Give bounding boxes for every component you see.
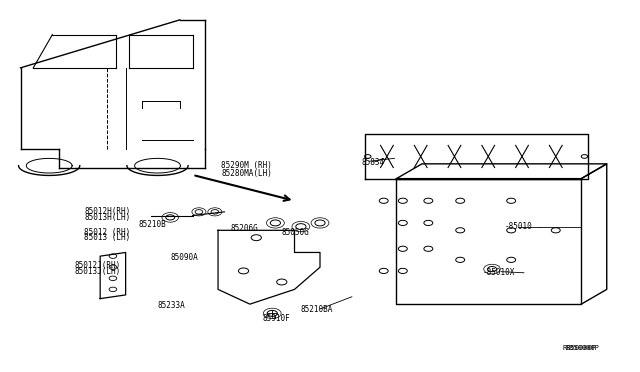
Text: 85834: 85834 [362, 157, 385, 167]
Text: 85206G: 85206G [231, 224, 259, 233]
Text: 85910F: 85910F [262, 314, 291, 323]
Text: 85012 (RH): 85012 (RH) [84, 228, 131, 237]
Text: -85010X: -85010X [483, 268, 515, 277]
Text: 85013J(LH): 85013J(LH) [75, 267, 121, 276]
Text: 85233A: 85233A [157, 301, 185, 311]
Text: 85210BA: 85210BA [301, 305, 333, 314]
Text: 85210B: 85210B [138, 220, 166, 229]
Text: 85050G: 85050G [282, 228, 310, 237]
Text: 85090A: 85090A [170, 253, 198, 263]
Text: 85012H(RH): 85012H(RH) [84, 207, 131, 217]
Text: R850000P: R850000P [562, 346, 596, 352]
Text: 85013H(LH): 85013H(LH) [84, 213, 131, 222]
Text: 85280MA(LH): 85280MA(LH) [221, 169, 272, 177]
Text: R850000P: R850000P [565, 346, 599, 352]
Text: 85012J(RH): 85012J(RH) [75, 261, 121, 270]
Text: 85290M (RH): 85290M (RH) [221, 161, 272, 170]
Text: 85013 (LH): 85013 (LH) [84, 233, 131, 242]
Text: -85010: -85010 [505, 222, 532, 231]
